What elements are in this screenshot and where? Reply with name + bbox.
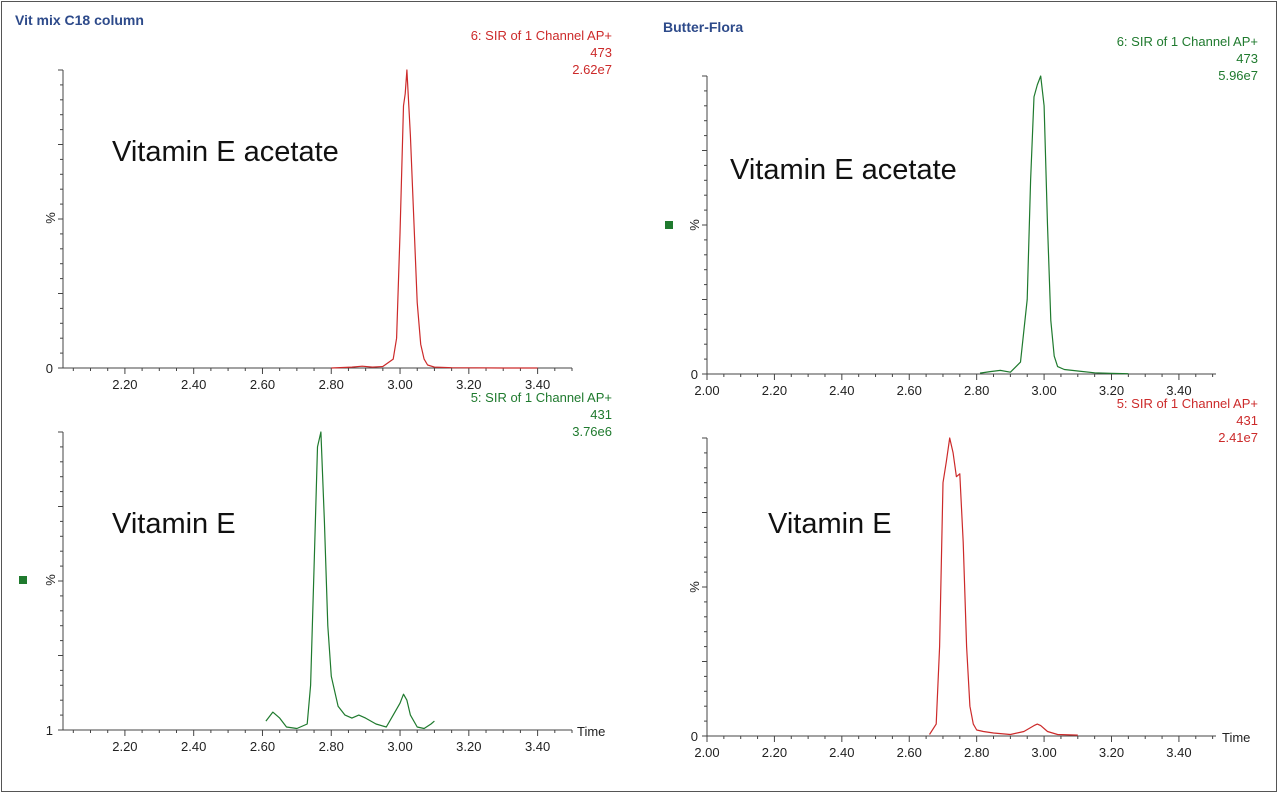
bottom-left-x-axis-label: Time bbox=[577, 724, 605, 739]
bottom-right-x-tick-label: 3.40 bbox=[1166, 745, 1191, 760]
bottom-left-info-line-2: 3.76e6 bbox=[572, 424, 612, 439]
top-left-x-tick-label: 3.40 bbox=[525, 377, 550, 392]
bottom-left-x-tick-label: 2.20 bbox=[112, 739, 137, 754]
top-left-trace-0 bbox=[331, 69, 538, 369]
bottom-right-info-line-2: 2.41e7 bbox=[1218, 430, 1258, 445]
top-left-compound-label: Vitamin E acetate bbox=[112, 136, 339, 168]
bottom-right-info-line-0: 5: SIR of 1 Channel AP+ bbox=[1117, 396, 1258, 411]
top-right-x-tick-label: 2.60 bbox=[897, 383, 922, 398]
bottom-left-channel-marker bbox=[19, 576, 27, 584]
top-left-info-line-1: 473 bbox=[590, 45, 612, 60]
bottom-right-x-tick-label: 2.40 bbox=[829, 745, 854, 760]
top-right-info-line-0: 6: SIR of 1 Channel AP+ bbox=[1117, 34, 1258, 49]
top-right-x-tick-label: 2.00 bbox=[694, 383, 719, 398]
top-right-y-axis-label: % bbox=[687, 219, 702, 231]
top-left-x-tick-label: 2.60 bbox=[250, 377, 275, 392]
bottom-left-x-tick-label: 2.60 bbox=[250, 739, 275, 754]
top-right-info-line-2: 5.96e7 bbox=[1218, 68, 1258, 83]
bottom-right-y-axis-label: % bbox=[687, 581, 702, 593]
bottom-left-y-tick-label: 1 bbox=[46, 723, 53, 738]
top-right-compound-label: Vitamin E acetate bbox=[730, 154, 957, 186]
bottom-right-x-tick-label: 3.00 bbox=[1031, 745, 1056, 760]
top-right-trace-0 bbox=[979, 75, 1129, 375]
top-left-y-axis-label: % bbox=[43, 212, 58, 224]
top-right-x-tick-label: 3.20 bbox=[1099, 383, 1124, 398]
bottom-left-compound-label: Vitamin E bbox=[112, 508, 236, 540]
bottom-right-trace-0 bbox=[928, 437, 1078, 736]
right-panel-title: Butter-Flora bbox=[663, 19, 744, 35]
bottom-left-x-tick-label: 3.00 bbox=[387, 739, 412, 754]
bottom-left-info-line-1: 431 bbox=[590, 407, 612, 422]
bottom-left-trace-0 bbox=[265, 431, 435, 730]
top-left-info-line-0: 6: SIR of 1 Channel AP+ bbox=[471, 28, 612, 43]
top-left-y-tick-label: 0 bbox=[46, 361, 53, 376]
bottom-left-x-tick-label: 2.40 bbox=[181, 739, 206, 754]
top-left-x-tick-label: 3.20 bbox=[456, 377, 481, 392]
top-left-x-tick-label: 2.40 bbox=[181, 377, 206, 392]
bottom-right-compound-label: Vitamin E bbox=[768, 508, 892, 540]
bottom-left-x-tick-label: 2.80 bbox=[319, 739, 344, 754]
bottom-right-x-tick-label: 2.00 bbox=[694, 745, 719, 760]
top-right-x-tick-label: 2.20 bbox=[762, 383, 787, 398]
bottom-right-x-axis-label: Time bbox=[1222, 730, 1250, 745]
bottom-right-y-tick-label: 0 bbox=[691, 729, 698, 744]
bottom-left-x-tick-label: 3.40 bbox=[525, 739, 550, 754]
top-right-x-tick-label: 3.40 bbox=[1166, 383, 1191, 398]
top-right-x-tick-label: 2.40 bbox=[829, 383, 854, 398]
top-left-x-tick-label: 3.00 bbox=[387, 377, 412, 392]
top-right-channel-marker bbox=[665, 221, 673, 229]
bottom-left-info-line-0: 5: SIR of 1 Channel AP+ bbox=[471, 390, 612, 405]
bottom-right-x-tick-label: 3.20 bbox=[1099, 745, 1124, 760]
bottom-right-x-tick-label: 2.80 bbox=[964, 745, 989, 760]
top-left-x-tick-label: 2.80 bbox=[319, 377, 344, 392]
left-panel-title: Vit mix C18 column bbox=[15, 12, 144, 28]
bottom-right-x-tick-label: 2.60 bbox=[897, 745, 922, 760]
top-left-x-tick-label: 2.20 bbox=[112, 377, 137, 392]
top-left-info-line-2: 2.62e7 bbox=[572, 62, 612, 77]
top-right-info-line-1: 473 bbox=[1236, 51, 1258, 66]
bottom-left-x-tick-label: 3.20 bbox=[456, 739, 481, 754]
top-right-y-tick-label: 0 bbox=[691, 367, 698, 382]
top-right-x-tick-label: 2.80 bbox=[964, 383, 989, 398]
bottom-left-y-axis-label: % bbox=[43, 574, 58, 586]
bottom-right-info-line-1: 431 bbox=[1236, 413, 1258, 428]
bottom-right-x-tick-label: 2.20 bbox=[762, 745, 787, 760]
top-right-x-tick-label: 3.00 bbox=[1031, 383, 1056, 398]
